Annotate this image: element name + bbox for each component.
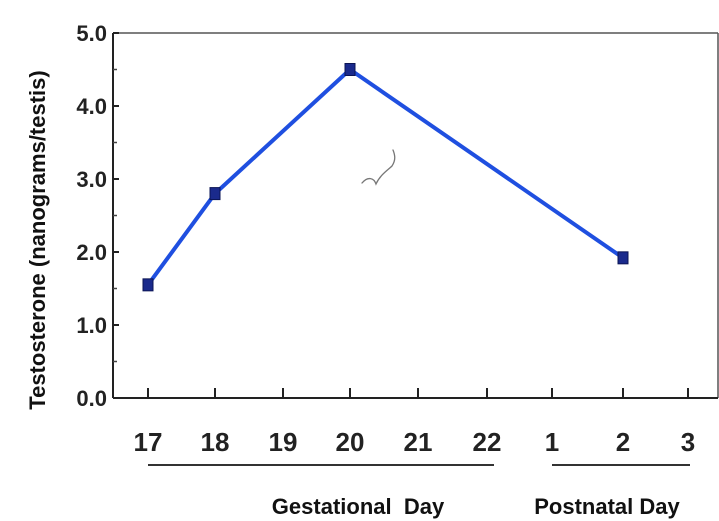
data-point — [617, 251, 629, 265]
y-tick-label: 0.0 — [76, 386, 107, 411]
stray-mark — [361, 149, 396, 186]
group-label: Gestational Day — [272, 494, 445, 519]
y-tick-label: 5.0 — [76, 21, 107, 46]
x-tick-label: 22 — [473, 427, 502, 457]
x-tick-label: 19 — [269, 427, 298, 457]
data-point — [344, 63, 356, 76]
x-tick-label: 2 — [616, 427, 630, 457]
group-label: Postnatal Day — [534, 494, 680, 519]
y-axis-title: Testosterone (nanograms/testis) — [25, 70, 50, 409]
y-tick-label: 1.0 — [76, 313, 107, 338]
y-axis-label: Testosterone (nanograms/testis) — [25, 70, 50, 409]
x-tick-label: 17 — [134, 427, 163, 457]
x-tick-label: 18 — [201, 427, 230, 457]
x-tick-label: 21 — [404, 427, 433, 457]
x-tick-label: 3 — [681, 427, 695, 457]
plot-area: 0.0 1.0 2.0 3.0 4.0 5.0 17 18 19 20 21 22 1 2 3 Gestati… — [76, 21, 719, 519]
data-point — [142, 278, 154, 292]
y-tick-label: 3.0 — [76, 167, 107, 192]
x-tick-label: 20 — [336, 427, 365, 457]
y-tick-label: 2.0 — [76, 240, 107, 265]
y-tick-label: 4.0 — [76, 94, 107, 119]
x-tick-label: 1 — [545, 427, 559, 457]
series-line — [146, 67, 625, 287]
data-point — [209, 187, 221, 201]
